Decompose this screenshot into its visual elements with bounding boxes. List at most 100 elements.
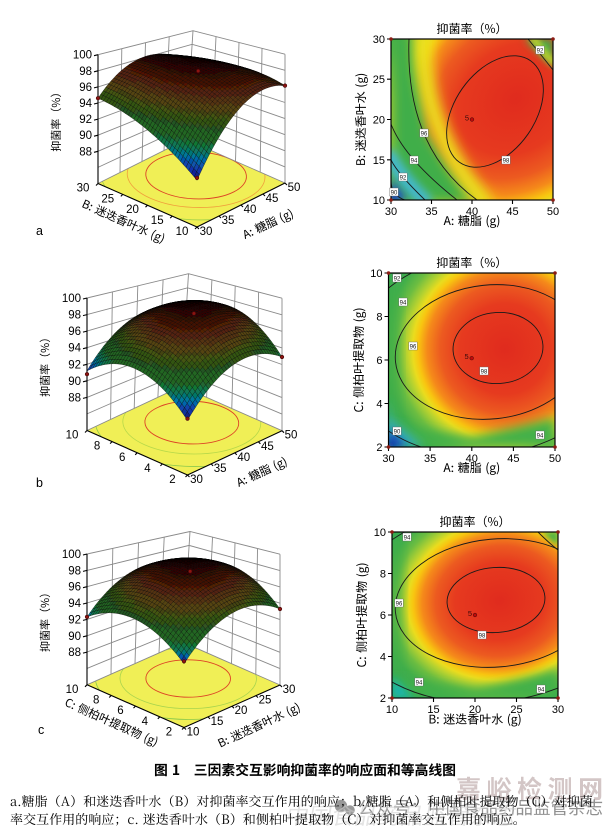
svg-text:100: 100 xyxy=(73,50,92,62)
svg-text:30: 30 xyxy=(283,684,296,696)
svg-text:2: 2 xyxy=(166,727,172,739)
svg-text:45: 45 xyxy=(261,441,274,453)
svg-text:98: 98 xyxy=(68,310,81,322)
svg-text:90: 90 xyxy=(394,429,401,435)
svg-text:94: 94 xyxy=(538,687,545,693)
svg-text:94: 94 xyxy=(537,433,544,439)
svg-text:30: 30 xyxy=(190,474,203,486)
svg-text:10: 10 xyxy=(386,704,398,716)
svg-text:6: 6 xyxy=(117,705,123,717)
svg-text:2: 2 xyxy=(380,693,386,705)
svg-text:15: 15 xyxy=(427,704,439,716)
svg-text:98: 98 xyxy=(68,565,81,577)
svg-text:30: 30 xyxy=(385,206,397,218)
svg-text:96: 96 xyxy=(410,344,417,350)
svg-text:94: 94 xyxy=(416,680,423,686)
svg-text:20: 20 xyxy=(126,204,139,216)
svg-text:8: 8 xyxy=(94,441,100,453)
svg-text:45: 45 xyxy=(507,453,519,465)
svg-text:4: 4 xyxy=(376,399,382,411)
svg-text:c: c xyxy=(38,723,44,737)
svg-text:88: 88 xyxy=(79,146,92,158)
svg-text:92: 92 xyxy=(68,614,81,626)
svg-text:96: 96 xyxy=(68,326,81,338)
svg-text:50: 50 xyxy=(549,453,561,465)
svg-text:50: 50 xyxy=(547,206,559,218)
svg-text:90: 90 xyxy=(68,376,81,388)
svg-text:98: 98 xyxy=(481,369,488,375)
svg-text:a: a xyxy=(36,224,43,238)
svg-text:15: 15 xyxy=(373,155,385,167)
svg-text:6: 6 xyxy=(380,610,386,622)
svg-text:25: 25 xyxy=(259,695,272,707)
svg-text:6: 6 xyxy=(119,452,125,464)
svg-text:8: 8 xyxy=(93,695,99,707)
svg-text:4: 4 xyxy=(142,716,149,728)
svg-text:40: 40 xyxy=(237,452,250,464)
svg-text:6: 6 xyxy=(376,355,382,367)
svg-text:45: 45 xyxy=(506,206,518,218)
svg-text:88: 88 xyxy=(68,392,81,404)
svg-text:45: 45 xyxy=(266,193,279,205)
svg-text:b: b xyxy=(36,476,43,490)
svg-text:30: 30 xyxy=(200,226,213,238)
svg-text:98: 98 xyxy=(503,158,510,164)
svg-text:2: 2 xyxy=(169,474,175,486)
svg-text:20: 20 xyxy=(469,704,481,716)
svg-text:5: 5 xyxy=(468,609,472,618)
svg-text:10: 10 xyxy=(66,430,79,442)
svg-text:88: 88 xyxy=(68,647,81,659)
svg-text:10: 10 xyxy=(370,268,382,280)
svg-text:50: 50 xyxy=(285,430,298,442)
svg-text:100: 100 xyxy=(62,293,81,305)
svg-text:96: 96 xyxy=(68,582,81,594)
svg-text:92: 92 xyxy=(79,114,92,126)
svg-text:25: 25 xyxy=(101,193,114,205)
svg-text:100: 100 xyxy=(62,549,81,561)
svg-text:30: 30 xyxy=(552,704,564,716)
svg-text:94: 94 xyxy=(79,98,92,110)
svg-text:35: 35 xyxy=(425,206,437,218)
svg-text:35: 35 xyxy=(222,215,235,227)
svg-text:8: 8 xyxy=(380,569,386,581)
svg-text:96: 96 xyxy=(421,131,428,137)
svg-text:94: 94 xyxy=(404,535,411,541)
svg-text:90: 90 xyxy=(68,631,81,643)
svg-text:94: 94 xyxy=(68,343,81,355)
svg-text:30: 30 xyxy=(373,34,385,46)
svg-text:94: 94 xyxy=(400,300,407,306)
svg-text:20: 20 xyxy=(373,115,385,127)
svg-text:4: 4 xyxy=(380,652,386,664)
svg-text:96: 96 xyxy=(396,601,403,607)
svg-text:4: 4 xyxy=(144,463,151,475)
svg-text:5: 5 xyxy=(465,352,469,361)
svg-text:50: 50 xyxy=(288,182,301,194)
svg-text:10: 10 xyxy=(374,527,386,539)
svg-text:30: 30 xyxy=(382,453,394,465)
svg-text:20: 20 xyxy=(235,705,248,717)
svg-text:30: 30 xyxy=(77,183,90,195)
svg-text:40: 40 xyxy=(466,206,478,218)
svg-text:94: 94 xyxy=(411,158,418,164)
svg-text:10: 10 xyxy=(373,195,385,207)
svg-text:92: 92 xyxy=(537,48,544,54)
svg-text:98: 98 xyxy=(79,66,92,78)
svg-text:10: 10 xyxy=(187,727,200,739)
svg-text:8: 8 xyxy=(376,312,382,324)
svg-text:10: 10 xyxy=(176,226,189,238)
svg-text:5: 5 xyxy=(465,114,469,123)
svg-text:10: 10 xyxy=(66,684,79,696)
svg-text:94: 94 xyxy=(68,598,81,610)
svg-text:35: 35 xyxy=(424,453,436,465)
svg-text:35: 35 xyxy=(214,463,227,475)
svg-text:92: 92 xyxy=(400,175,407,181)
svg-text:90: 90 xyxy=(79,130,92,142)
svg-text:15: 15 xyxy=(211,716,224,728)
svg-text:25: 25 xyxy=(373,74,385,86)
svg-text:25: 25 xyxy=(510,704,522,716)
svg-text:2: 2 xyxy=(376,442,382,454)
svg-text:40: 40 xyxy=(244,204,257,216)
svg-text:15: 15 xyxy=(151,215,164,227)
svg-text:96: 96 xyxy=(79,82,92,94)
svg-text:92: 92 xyxy=(68,359,81,371)
